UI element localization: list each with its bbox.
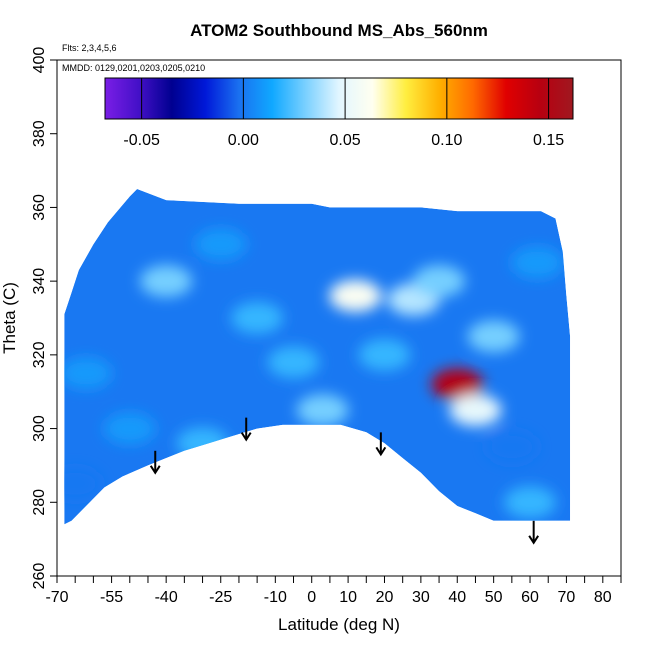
value-region [296, 394, 349, 427]
x-tick-label: 10 [339, 589, 357, 606]
x-tick-label: -55 [100, 589, 123, 606]
plot-frame [56, 59, 622, 577]
x-tick-label: 60 [521, 589, 539, 606]
data-field [64, 189, 571, 525]
y-tick-label: 260 [31, 563, 48, 590]
x-tick-label: 80 [594, 589, 612, 606]
value-region [504, 486, 557, 519]
y-tick-label: 380 [31, 120, 48, 147]
colorbar: -0.05 0.00 0.05 0.10 0.15 [104, 77, 574, 149]
value-region [358, 338, 411, 371]
x-tick-label: -40 [155, 589, 178, 606]
value-region [194, 228, 247, 261]
x-tick-label: 70 [558, 589, 576, 606]
value-region [413, 265, 466, 298]
x-tick-label: -70 [45, 589, 68, 606]
y-tick-label: 360 [31, 194, 48, 221]
flight-arrow [240, 417, 252, 442]
x-axis-label: Latitude (deg N) [278, 615, 400, 634]
value-region [231, 302, 284, 334]
x-tick-label: 30 [412, 589, 430, 606]
y-axis-label: Theta (C) [0, 282, 19, 354]
value-region [485, 431, 538, 463]
colorbar-tick-label: 0.00 [228, 132, 259, 149]
colorbar-gradient [104, 77, 574, 120]
colorbar-tick-label: 0.05 [330, 132, 361, 149]
flight-arrow [375, 432, 387, 457]
colorbar-tick-label: -0.05 [123, 132, 160, 149]
value-region [511, 246, 564, 279]
flights-annotation: Flts: 2,3,4,5,6 [62, 43, 117, 53]
y-tick-label: 300 [31, 415, 48, 442]
value-region [431, 368, 484, 401]
value-region [64, 467, 102, 500]
value-region [103, 412, 156, 445]
value-region [449, 394, 502, 427]
colorbar-tick-label: 0.15 [533, 132, 564, 149]
flight-arrow [528, 520, 540, 545]
value-region [329, 279, 382, 312]
value-region [467, 320, 520, 353]
value-region [267, 346, 320, 379]
y-tick-label: 320 [31, 341, 48, 368]
y-axis: 260 280 300 320 340 360 380 400 [31, 47, 57, 590]
x-tick-label: 20 [376, 589, 394, 606]
x-tick-label: 0 [307, 589, 316, 606]
x-tick-label: 40 [448, 589, 466, 606]
y-tick-label: 340 [31, 268, 48, 295]
y-tick-label: 400 [31, 47, 48, 74]
x-tick-label: -10 [264, 589, 287, 606]
value-region [176, 427, 229, 460]
dates-annotation: MMDD: 0129,0201,0203,0205,0210 [62, 63, 205, 73]
y-tick-label: 280 [31, 489, 48, 516]
chart-title: ATOM2 Southbound MS_Abs_560nm [190, 21, 488, 40]
flight-markers [149, 417, 540, 545]
flight-arrow [149, 450, 161, 475]
colorbar-tick-label: 0.10 [431, 132, 462, 149]
x-axis: -70 -55 -40 -25 -10 0 10 20 30 40 50 60 70 80 [45, 576, 622, 606]
x-tick-label: 50 [485, 589, 503, 606]
value-region [140, 265, 193, 298]
value-region [64, 357, 113, 390]
x-tick-label: -25 [209, 589, 232, 606]
